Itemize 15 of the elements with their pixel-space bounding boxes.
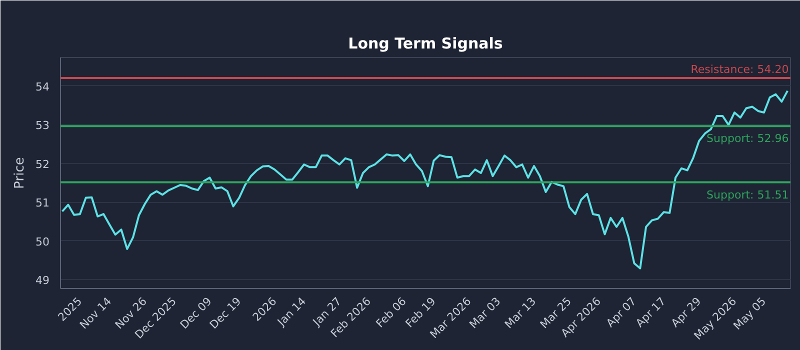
chart-title: Long Term Signals (348, 34, 503, 52)
y-tick-label: 51 (36, 196, 50, 210)
x-tick-label: Mar 13 (502, 294, 539, 332)
y-tick-label: 50 (36, 235, 50, 248)
x-tick-label: Jan 14 (274, 294, 309, 330)
y-tick-label: 54 (36, 80, 50, 94)
y-tick-label: 49 (36, 274, 50, 288)
ref-line-label: Resistance: 54.20 (690, 63, 789, 76)
line-series (61, 90, 789, 270)
x-tick-label: Apr 17 (633, 294, 668, 330)
y-tick-label: 53 (36, 119, 50, 132)
ref-line-label: Support: 51.51 (706, 188, 789, 202)
y-axis-title: Price (12, 157, 28, 189)
y-tick-label: 52 (36, 158, 50, 171)
ref-line-label: Support: 52.96 (706, 132, 789, 146)
